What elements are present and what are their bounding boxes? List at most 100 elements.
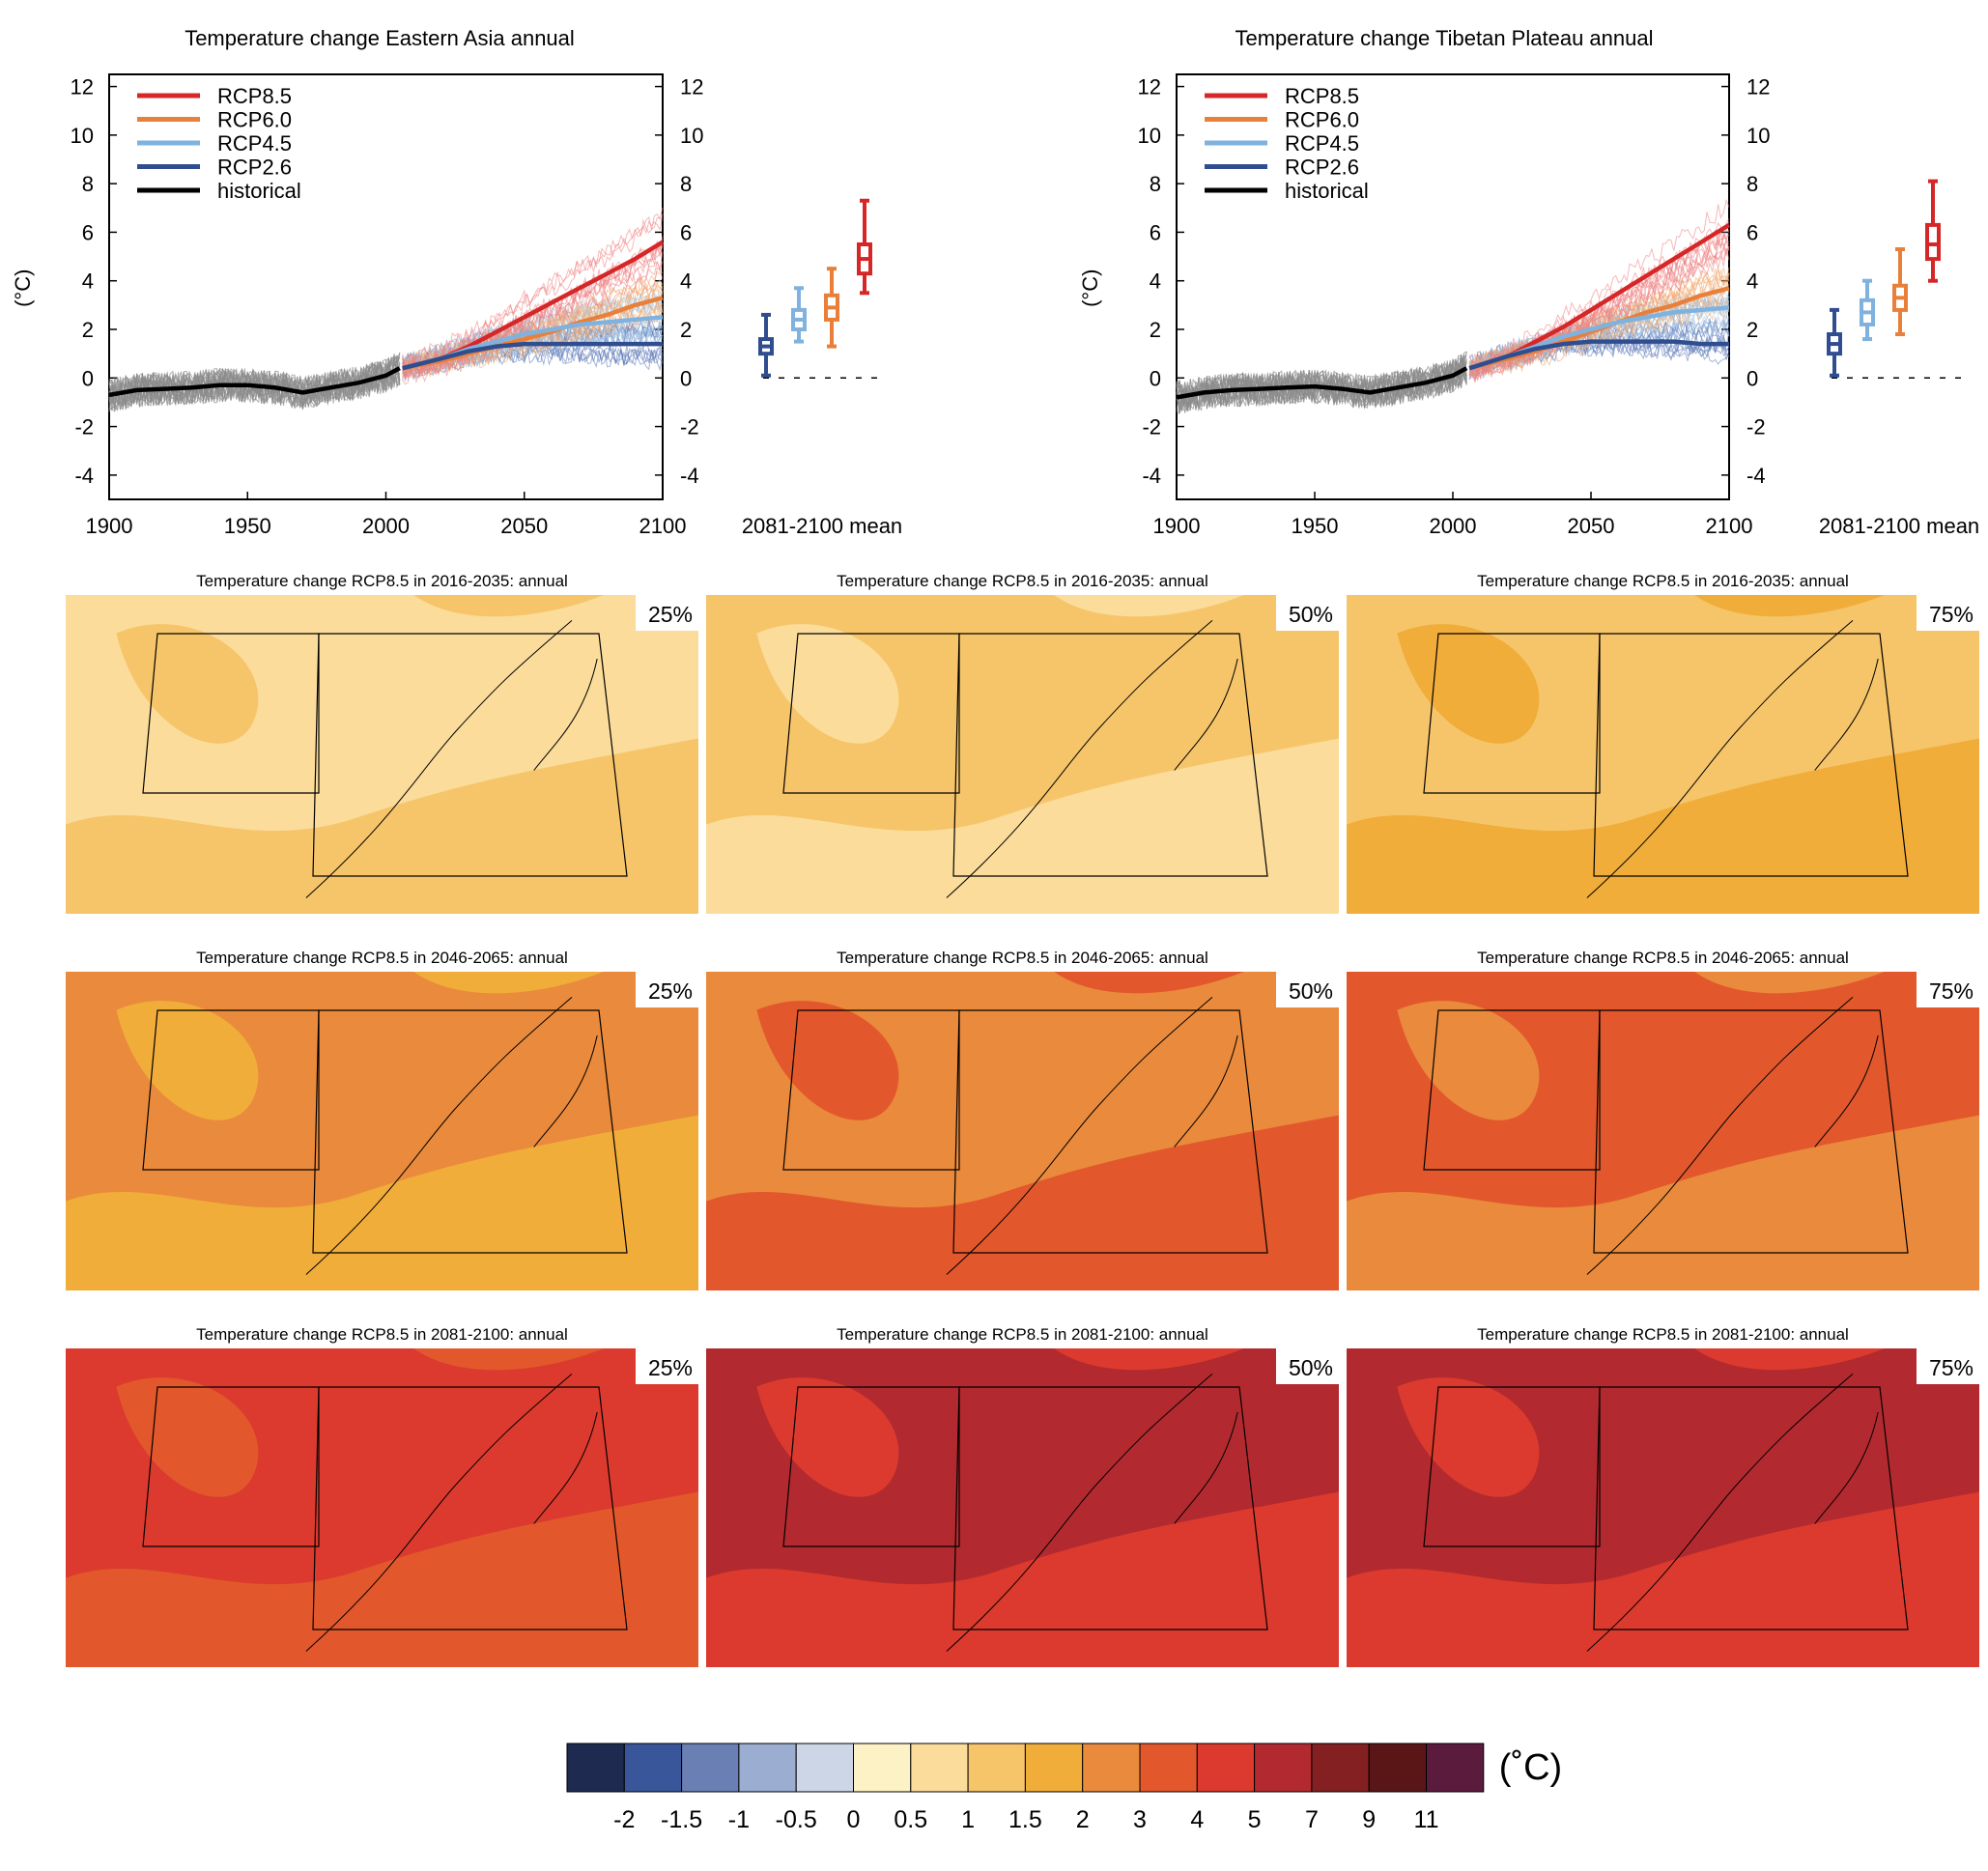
colorbar-bin: [1024, 1743, 1084, 1793]
map-contour-region: [1694, 972, 1885, 994]
scenario-member-line: [1468, 218, 1730, 373]
map-panel: Temperature change RCP8.5 in 2046-2065: …: [1347, 949, 1979, 1290]
percentile-label-bg: [1276, 972, 1339, 1007]
x-tick-label: 1900: [86, 514, 133, 538]
eastern-asia-region-box: [312, 1009, 628, 1254]
ensemble-members: [108, 207, 664, 413]
y-tick-label-left: 2: [82, 318, 94, 342]
map-title: Temperature change RCP8.5 in 2081-2100: …: [837, 1325, 1208, 1344]
eastern-asia-region-box: [952, 633, 1268, 877]
y-tick-label-right: -4: [1747, 464, 1766, 488]
scenario-member-line: [1468, 198, 1730, 370]
historical-member-line: [1176, 359, 1467, 409]
tibetan-plateau-region-box: [1423, 1386, 1601, 1547]
percentile-label: 50%: [1289, 1355, 1333, 1380]
y-tick-label-right: 2: [1747, 318, 1758, 342]
map-contour-region: [1397, 1001, 1540, 1120]
map-coastline: [305, 1374, 598, 1652]
map-panel: Temperature change RCP8.5 in 2081-2100: …: [706, 1325, 1339, 1667]
x-tick-label: 1950: [1292, 514, 1339, 538]
map-panel: Temperature change RCP8.5 in 2016-2035: …: [706, 572, 1339, 914]
percentile-label: 25%: [648, 602, 693, 627]
colorbar-tick-label: 4: [1190, 1806, 1204, 1833]
historical-member-line: [108, 358, 401, 410]
colorbar-tick-label: -1.5: [661, 1806, 702, 1833]
colorbar-tick-label: 11: [1414, 1806, 1439, 1833]
chart-title: Temperature change Tibetan Plateau annua…: [1235, 26, 1654, 50]
tibetan-plateau-region-box: [142, 1386, 320, 1547]
series-line-rcp85: [1468, 222, 1731, 371]
map-contour-region: [1397, 624, 1540, 744]
percentile-label-bg: [1917, 1348, 1979, 1384]
map-coastline: [1586, 620, 1879, 898]
map-coastline: [1586, 997, 1879, 1275]
eastern-asia-region-box: [1593, 1009, 1909, 1254]
colorbar-tick-label: 0: [847, 1806, 861, 1833]
map-contour-region: [116, 624, 259, 744]
scenario-member-line: [402, 213, 664, 369]
colorbar-tick-label: 5: [1248, 1806, 1262, 1833]
timeseries-panel-tibetan-plateau: Temperature change Tibetan Plateau annua…: [1078, 26, 1979, 538]
colorbar-tick-label: 3: [1133, 1806, 1147, 1833]
y-axis-label: (°C): [1078, 269, 1102, 307]
legend-label: RCP2.6: [1285, 156, 1359, 180]
x-tick-label: 2100: [639, 514, 687, 538]
map-panel: Temperature change RCP8.5 in 2081-2100: …: [1347, 1325, 1979, 1667]
y-tick-label-left: 0: [1150, 366, 1161, 390]
y-tick-label-right: 10: [680, 124, 703, 148]
map-contour-region: [66, 1491, 698, 1667]
tibetan-plateau-region-box: [142, 1009, 320, 1171]
y-tick-label-right: 8: [680, 172, 692, 196]
y-tick-label-left: 0: [82, 366, 94, 390]
x-tick-label: 1950: [224, 514, 271, 538]
x-tick-label: 2100: [1706, 514, 1753, 538]
y-tick-label-right: 0: [1747, 366, 1758, 390]
y-tick-label-right: 4: [680, 269, 692, 294]
legend-label: RCP8.5: [217, 84, 292, 108]
box-body: [1925, 222, 1941, 262]
y-tick-label-right: 6: [1747, 220, 1758, 244]
y-tick-label-left: -4: [1142, 464, 1161, 488]
percentile-label-bg: [636, 595, 698, 631]
map-contour-region: [413, 595, 604, 617]
colorbar-tick-label: 0.5: [894, 1806, 927, 1833]
y-tick-label-left: 2: [1150, 318, 1161, 342]
y-tick-label-left: 4: [1150, 269, 1161, 294]
map-contour-region: [706, 1115, 1339, 1290]
y-tick-label-right: 2: [680, 318, 692, 342]
y-tick-label-left: 6: [82, 220, 94, 244]
y-tick-label-left: -2: [1142, 415, 1161, 439]
series-line-rcp26: [402, 341, 663, 371]
tibetan-plateau-region-box: [1423, 1009, 1601, 1171]
eastern-asia-region-box: [952, 1386, 1268, 1630]
chart-title: Temperature change Eastern Asia annual: [185, 26, 575, 50]
map-contour-region: [1054, 972, 1244, 994]
y-tick-label-right: 10: [1747, 124, 1770, 148]
y-tick-label-left: 10: [1138, 124, 1161, 148]
map-contour-region: [116, 1001, 259, 1120]
map-coastline: [946, 1374, 1238, 1652]
legend-label: historical: [217, 179, 301, 203]
percentile-label-bg: [636, 1348, 698, 1384]
y-tick-label-left: 6: [1150, 220, 1161, 244]
colorbar-bin: [1311, 1743, 1370, 1793]
y-tick-label-right: -2: [1747, 415, 1766, 439]
map-contour-region: [66, 738, 698, 914]
box-axis-label: 2081-2100 mean: [1819, 514, 1979, 538]
y-tick-label-right: -2: [680, 415, 699, 439]
y-tick-label-left: 12: [71, 75, 94, 99]
series-line-rcp60: [402, 296, 664, 371]
legend-label: RCP8.5: [1285, 84, 1359, 108]
map-title: Temperature change RCP8.5 in 2046-2065: …: [837, 949, 1208, 967]
map-coastline: [946, 620, 1238, 898]
colorbar-tick-label: 1.5: [1008, 1806, 1042, 1833]
percentile-label: 75%: [1929, 978, 1974, 1004]
map-coastline: [305, 997, 598, 1275]
historical-member-line: [1176, 354, 1467, 411]
percentile-label: 50%: [1289, 978, 1333, 1004]
map-contour-region: [1054, 1348, 1244, 1371]
map-title: Temperature change RCP8.5 in 2016-2035: …: [196, 572, 568, 590]
colorbar-bin: [623, 1743, 683, 1793]
percentile-label-bg: [1276, 595, 1339, 631]
colorbar-bin: [1196, 1743, 1256, 1793]
